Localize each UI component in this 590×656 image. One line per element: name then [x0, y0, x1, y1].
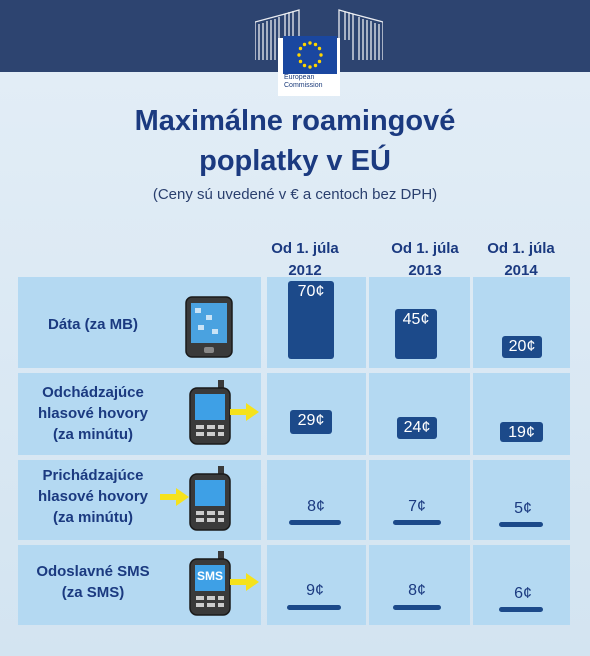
bar-data-2013: 45¢ [395, 309, 437, 359]
cell-sms-2014: 6¢ [473, 545, 570, 625]
cell-incoming-2012: 8¢ [267, 460, 366, 540]
cell-outgoing-2013: 24¢ [369, 373, 470, 455]
row-label-line: Odchádzajúce [42, 384, 144, 401]
column-header-2013: Od 1. júla 2013 [365, 238, 485, 282]
cell-data-2012: 70¢ [267, 277, 366, 368]
row-label-line: (za minútu) [53, 509, 133, 526]
value-sms-2014: 6¢ [514, 585, 532, 602]
cell-sms-2012: 9¢ [267, 545, 366, 625]
sms-phone-icon [189, 551, 231, 616]
row-label-data: Dáta (za MB) [18, 314, 168, 335]
column-header-line2: 2014 [504, 262, 538, 279]
cell-data-2013: 45¢ [369, 277, 470, 368]
incoming-arrow-icon [160, 488, 189, 506]
page-title-line2: poplatky v EÚ [199, 145, 391, 177]
line-sms-2013 [393, 605, 441, 610]
logo-text: European Commission [284, 74, 340, 90]
column-header-line1: Od 1. júla [487, 240, 555, 257]
row-label-line: hlasové hovory [37, 405, 149, 422]
column-header-line1: Od 1. júla [271, 240, 339, 257]
bar-outgoing-2012: 29¢ [290, 410, 332, 434]
incoming-call-phone-icon [189, 466, 231, 531]
column-header-2014: Od 1. júla 2014 [461, 238, 581, 282]
bar-data-2014: 20¢ [502, 336, 542, 358]
page-title-line1: Maximálne roamingové [134, 105, 456, 137]
cell-outgoing-2012: 29¢ [267, 373, 366, 455]
sms-arrow-icon [230, 573, 259, 591]
row-label-line: hlasové hovory [37, 488, 149, 505]
value-incoming-2014: 5¢ [514, 500, 532, 517]
sms-icon-text: SMS [196, 569, 223, 583]
cell-sms-2013: 8¢ [369, 545, 470, 625]
bar-data-2012: 70¢ [288, 281, 334, 359]
line-sms-2014 [499, 607, 543, 612]
value-sms-2013: 8¢ [408, 582, 426, 599]
outgoing-call-phone-icon [189, 380, 231, 445]
outgoing-arrow-icon [230, 403, 259, 421]
cell-incoming-2014: 5¢ [473, 460, 570, 540]
row-label-line: (za SMS) [61, 584, 125, 601]
line-incoming-2012 [289, 520, 341, 525]
row-label-cell-incoming-calls: Prichádzajúce hlasové hovory (za minútu) [18, 460, 261, 540]
row-label-line: Odoslavné SMS [36, 563, 150, 580]
row-label-cell-data: Dáta (za MB) [18, 277, 261, 368]
column-header-line2: 2012 [288, 262, 322, 279]
row-label-incoming-calls: Prichádzajúce hlasové hovory (za minútu) [18, 465, 168, 528]
row-label-cell-outgoing-calls: Odchádzajúce hlasové hovory (za minútu) [18, 373, 261, 455]
column-header-line1: Od 1. júla [391, 240, 459, 257]
row-label-line: (za minútu) [53, 426, 133, 443]
page-subtitle: (Ceny sú uvedené v € a centoch bez DPH) [152, 186, 438, 203]
line-incoming-2014 [499, 522, 543, 527]
eu-flag-icon [283, 36, 337, 74]
row-label-outgoing-calls: Odchádzajúce hlasové hovory (za minútu) [18, 382, 168, 445]
row-label-cell-sms: Odoslavné SMS (za SMS) SMS [18, 545, 261, 625]
row-label-line: Prichádzajúce [42, 467, 144, 484]
cell-data-2014: 20¢ [473, 277, 570, 368]
cell-outgoing-2014: 19¢ [473, 373, 570, 455]
column-header-line2: 2013 [408, 262, 442, 279]
bar-outgoing-2014: 19¢ [500, 422, 543, 442]
value-sms-2012: 9¢ [306, 582, 324, 599]
value-incoming-2013: 7¢ [408, 498, 426, 515]
value-incoming-2012: 8¢ [307, 498, 325, 515]
row-label-sms: Odoslavné SMS (za SMS) [18, 561, 168, 603]
line-sms-2012 [287, 605, 341, 610]
logo-text-line2: Commission [284, 82, 323, 89]
line-incoming-2013 [393, 520, 441, 525]
row-label-line: Dáta (za MB) [47, 316, 138, 333]
logo-text-line1: European [284, 74, 315, 81]
bar-outgoing-2013: 24¢ [397, 417, 437, 439]
smartphone-icon [185, 296, 233, 358]
cell-incoming-2013: 7¢ [369, 460, 470, 540]
column-header-2012: Od 1. júla 2012 [245, 238, 365, 282]
